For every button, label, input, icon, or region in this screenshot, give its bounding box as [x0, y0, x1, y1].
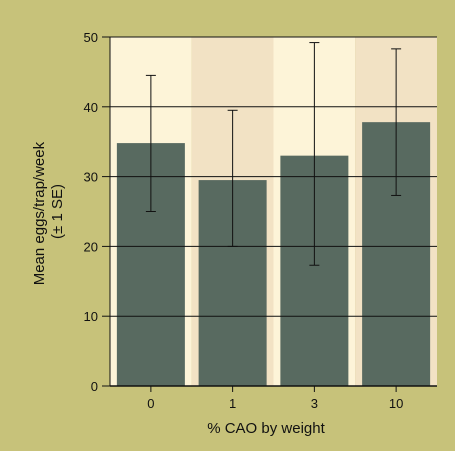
bar-series — [116, 122, 431, 386]
y-tick-label-0: 0 — [91, 379, 98, 394]
x-axis-ticks: 0 1 3 10 — [147, 386, 403, 411]
y-tick-label-20: 20 — [84, 239, 98, 254]
y-axis-title-line1: Mean eggs/trap/week — [31, 141, 48, 285]
error-bars — [145, 42, 402, 266]
x-tick-label-3: 3 — [311, 396, 318, 411]
y-tick-label-10: 10 — [84, 309, 98, 324]
y-axis-ticks: 0 10 20 30 40 50 — [84, 30, 110, 394]
y-axis-title-line2: (± 1 SE) — [49, 184, 66, 239]
error-bar-1 — [227, 109, 238, 247]
x-tick-label-10: 10 — [389, 396, 403, 411]
error-bar-10 — [391, 48, 402, 196]
error-bar-3 — [309, 42, 320, 266]
y-tick-label-50: 50 — [84, 30, 98, 45]
x-axis-title: % CAO by weight — [207, 420, 325, 437]
y-tick-label-30: 30 — [84, 170, 98, 185]
error-bar-0 — [145, 74, 156, 212]
grid-lines — [109, 36, 437, 387]
y-axis-title: Mean eggs/trap/week (± 1 SE) — [31, 138, 66, 286]
x-tick-label-0: 0 — [147, 396, 154, 411]
x-tick-label-1: 1 — [229, 396, 236, 411]
y-tick-label-40: 40 — [84, 100, 98, 115]
